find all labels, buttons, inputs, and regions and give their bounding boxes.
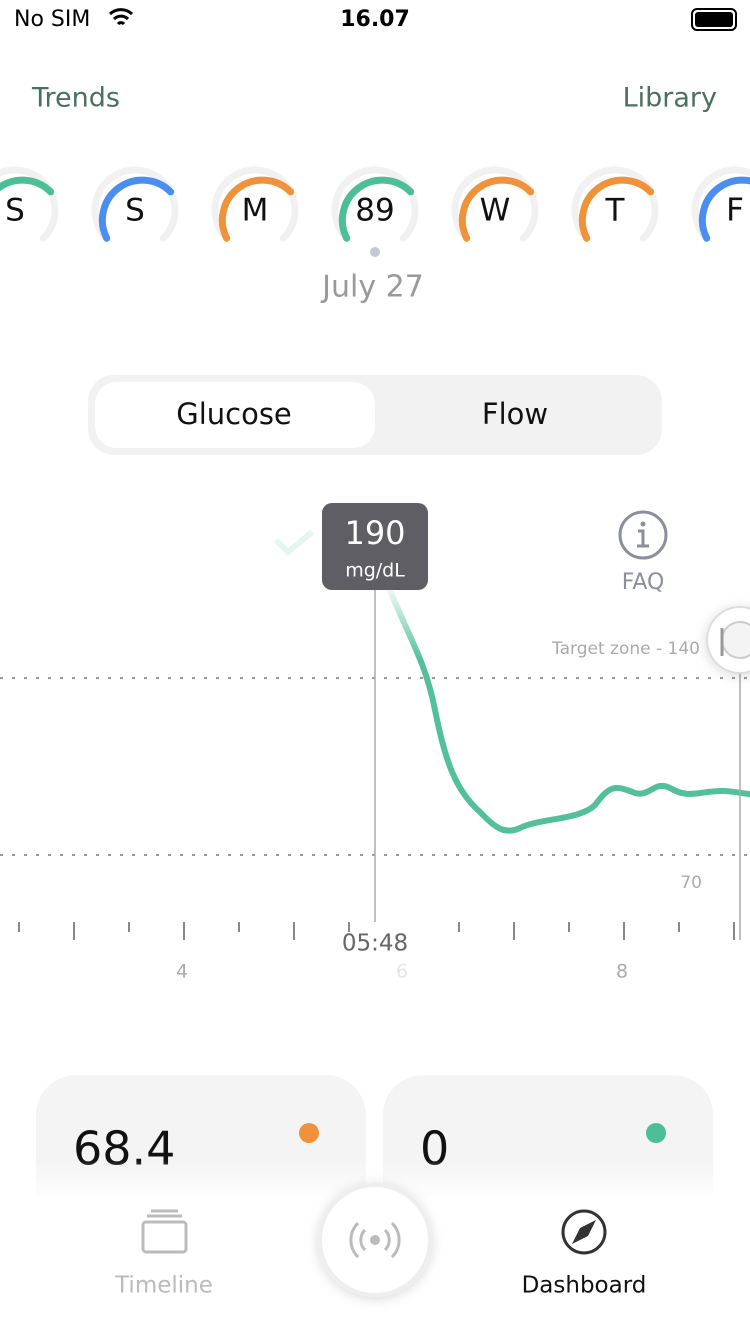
flow-tab[interactable]: Flow xyxy=(482,397,548,431)
faq-icon-stem xyxy=(637,529,649,548)
hour-label: 8 xyxy=(616,961,628,983)
low-label: 70 xyxy=(680,873,702,893)
faq-label[interactable]: FAQ xyxy=(622,570,665,595)
day-ring-track xyxy=(571,166,659,242)
selected-dot xyxy=(370,247,380,257)
day-ring-track xyxy=(211,166,299,242)
day-ring-track xyxy=(331,166,419,242)
day-label[interactable]: S xyxy=(5,193,25,229)
active-segment[interactable] xyxy=(95,382,375,448)
trends-link[interactable]: Trends xyxy=(31,83,120,114)
day-ring xyxy=(0,176,55,196)
faq-icon-dot xyxy=(640,521,646,527)
day-label[interactable]: W xyxy=(480,193,511,229)
battery xyxy=(691,8,737,31)
day-ring-track xyxy=(691,166,750,242)
plate-icon xyxy=(721,621,750,659)
check-icon xyxy=(273,529,314,557)
carrier: No SIM xyxy=(14,7,90,32)
day-ring xyxy=(98,176,175,242)
dashboard-tab[interactable]: Dashboard xyxy=(522,1273,647,1299)
stat-dot xyxy=(646,1123,666,1143)
stat-dot xyxy=(299,1123,319,1143)
target-label: Target zone - 140 xyxy=(551,639,700,659)
day-ring xyxy=(578,176,655,242)
timeline-icon xyxy=(141,1220,188,1254)
battery-level xyxy=(695,12,733,27)
cursor-time: 05:48 xyxy=(342,931,408,957)
selected-date: July 27 xyxy=(320,270,424,305)
glucose-tab[interactable]: Glucose xyxy=(176,397,292,431)
day-label[interactable]: F xyxy=(726,193,744,229)
day-ring xyxy=(218,176,295,242)
timeline-icon-stack xyxy=(147,1209,182,1218)
day-ring xyxy=(458,176,535,242)
tooltip xyxy=(322,503,428,590)
faq-icon[interactable] xyxy=(618,510,668,560)
day-ring xyxy=(698,176,750,242)
day-ring-track xyxy=(0,166,59,242)
hour-label: 6 xyxy=(396,961,408,983)
glucose-line xyxy=(387,587,750,834)
day-label[interactable]: 89 xyxy=(355,193,394,229)
clock: 16.07 xyxy=(340,7,410,32)
scan-icon xyxy=(370,1235,380,1245)
timeline-tab[interactable]: Timeline xyxy=(114,1273,213,1299)
day-label[interactable]: T xyxy=(605,193,626,229)
day-label[interactable]: M xyxy=(242,193,269,229)
wifi-icon xyxy=(108,8,134,26)
day-ring-track xyxy=(451,166,539,242)
dashboard-icon xyxy=(561,1209,607,1255)
hour-label: 4 xyxy=(176,961,188,983)
scan-waves xyxy=(349,1221,401,1259)
day-ring-track xyxy=(91,166,179,242)
library-link[interactable]: Library xyxy=(623,83,717,114)
day-label[interactable]: S xyxy=(125,193,145,229)
tooltip-unit: mg/dL xyxy=(345,560,405,582)
compass-needle xyxy=(572,1220,596,1244)
tooltip-value: 190 xyxy=(344,514,405,552)
day-ring xyxy=(338,176,415,242)
